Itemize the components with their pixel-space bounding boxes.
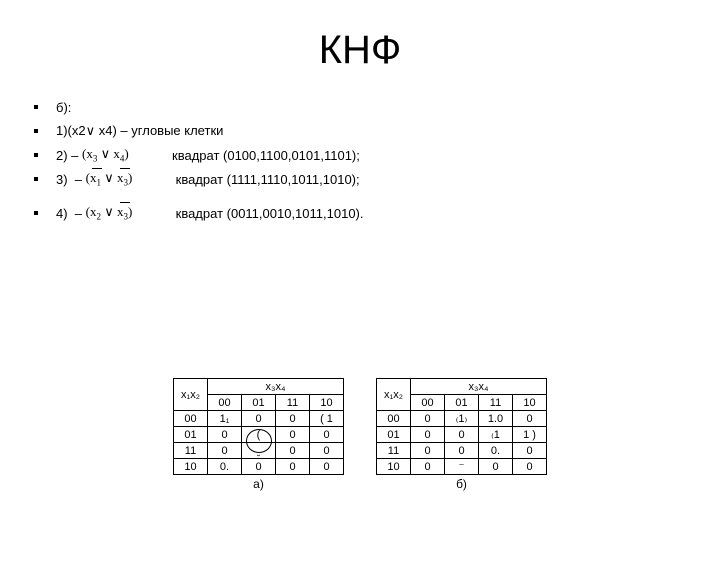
table-cell: ( 1	[310, 411, 344, 427]
table-row: 00 0 ₍1₎ 1.0 0	[377, 411, 547, 427]
table-cell: ⁻	[445, 459, 479, 475]
table-cell: ₍1₎	[445, 411, 479, 427]
kmap-table-b: x₁x₂ x₃x₄ 00 01 11 10 00 0 ₍1₎ 1.0 0 01 …	[376, 378, 547, 491]
table-cell: (	[242, 427, 276, 443]
table-corner: x₁x₂	[174, 379, 208, 411]
table-cell: 0	[276, 459, 310, 475]
bullet-text: 1)(x2∨ x4) – угловые клетки	[56, 123, 223, 139]
table-header: x₃x₄	[208, 379, 344, 395]
row-label: 00	[174, 411, 208, 427]
formula-expr: (x1 ∨ x3)	[86, 170, 176, 188]
bullet-lead: 4) –	[56, 206, 86, 221]
table-caption: б)	[376, 475, 547, 491]
bullet-item: 1)(x2∨ x4) – угловые клетки	[34, 121, 720, 141]
col-header: 11	[479, 395, 513, 411]
table-cell: 1₁	[208, 411, 242, 427]
table-cell: 0	[276, 427, 310, 443]
col-header: 00	[411, 395, 445, 411]
bullet-item: 3) – (x1 ∨ x3) квадрат (1111,1110,1011,1…	[34, 169, 720, 189]
formula-expr: (x2 ∨ x3)	[86, 204, 176, 222]
table-row: 11 0 ̮ 0 0	[174, 443, 344, 459]
table-cell: 0	[310, 459, 344, 475]
table-row: 11 0 0 0. 0	[377, 443, 547, 459]
col-header: 01	[445, 395, 479, 411]
table-cell: 1.0	[479, 411, 513, 427]
tables-container: x₁x₂ x₃x₄ 00 01 11 10 00 1₁ 0 0 ( 1 01 0…	[0, 378, 720, 491]
row-label: 01	[377, 427, 411, 443]
table-cell: 0	[411, 443, 445, 459]
bullet-list: б): 1)(x2∨ x4) – угловые клетки 2) – (x3…	[34, 97, 720, 223]
bullet-dot-icon	[34, 105, 38, 109]
table-cell: 0	[513, 443, 547, 459]
row-label: 10	[174, 459, 208, 475]
table-cell: 0	[445, 427, 479, 443]
bullet-lead: 3) –	[56, 172, 86, 187]
table-row: 00 1₁ 0 0 ( 1	[174, 411, 344, 427]
table-cell: 0	[513, 459, 547, 475]
table-cell: 0.	[208, 459, 242, 475]
col-header: 00	[208, 395, 242, 411]
table-caption: а)	[173, 475, 344, 491]
table-cell: 0	[208, 427, 242, 443]
table-cell: 0	[411, 411, 445, 427]
formula-expr: (x3 ∨ x4)	[82, 146, 172, 164]
bullet-after: квадрат (0011,0010,1011,1010).	[176, 206, 364, 221]
table-corner: x₁x₂	[377, 379, 411, 411]
col-header: 10	[513, 395, 547, 411]
row-label: 11	[377, 443, 411, 459]
row-label: 11	[174, 443, 208, 459]
table-row: 10 0 ⁻ 0 0	[377, 459, 547, 475]
bullet-dot-icon	[34, 153, 38, 157]
bullet-after: квадрат (0100,1100,0101,1101);	[172, 148, 360, 163]
table-cell: 0	[411, 427, 445, 443]
table-cell: ₍1	[479, 427, 513, 443]
row-label: 01	[174, 427, 208, 443]
col-header: 01	[242, 395, 276, 411]
table-row: 01 0 0 ₍1 1 )	[377, 427, 547, 443]
table-cell: 0	[310, 443, 344, 459]
table-cell: 1 )	[513, 427, 547, 443]
table-row: 10 0. 0 0 0	[174, 459, 344, 475]
table-cell: 0	[411, 459, 445, 475]
table-cell: 0	[276, 443, 310, 459]
table-cell: 0	[479, 459, 513, 475]
bullet-item: 4) – (x2 ∨ x3) квадрат (0011,0010,1011,1…	[34, 203, 720, 223]
bullet-lead: 2) –	[56, 148, 82, 163]
table-cell: 0	[513, 411, 547, 427]
bullet-after: квадрат (1111,1110,1011,1010);	[176, 172, 360, 187]
table-cell: 0	[208, 443, 242, 459]
row-label: 00	[377, 411, 411, 427]
table-cell: 0	[276, 411, 310, 427]
bullet-dot-icon	[34, 177, 38, 181]
table-cell: 0	[445, 443, 479, 459]
table-cell: 0	[242, 459, 276, 475]
bullet-text: б):	[56, 100, 71, 115]
kmap-table-a: x₁x₂ x₃x₄ 00 01 11 10 00 1₁ 0 0 ( 1 01 0…	[173, 378, 344, 491]
table-row: 01 0 ( 0 0	[174, 427, 344, 443]
table-cell: 0	[310, 427, 344, 443]
row-label: 10	[377, 459, 411, 475]
table-cell: 0	[242, 411, 276, 427]
bullet-dot-icon	[34, 129, 38, 133]
table-cell: 0.	[479, 443, 513, 459]
bullet-item: 2) – (x3 ∨ x4) квадрат (0100,1100,0101,1…	[34, 145, 720, 165]
col-header: 10	[310, 395, 344, 411]
bullet-item: б):	[34, 97, 720, 117]
col-header: 11	[276, 395, 310, 411]
page-title: КНФ	[0, 28, 720, 73]
bullet-dot-icon	[34, 211, 38, 215]
table-header: x₃x₄	[411, 379, 547, 395]
table-cell: ̮	[242, 443, 276, 459]
